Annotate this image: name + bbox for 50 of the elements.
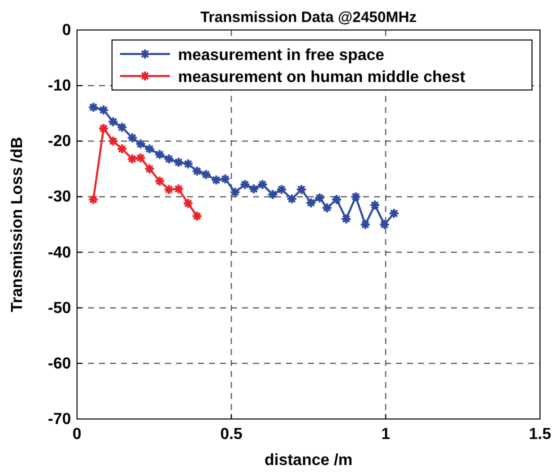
point (192, 166, 203, 177)
point (340, 213, 352, 224)
point (331, 194, 342, 205)
y-tick-label: -40 (48, 244, 72, 262)
point (135, 138, 146, 150)
point (144, 143, 156, 154)
point (200, 168, 212, 180)
point (98, 122, 110, 134)
point (88, 102, 99, 113)
x-tick-label: 0 (72, 426, 82, 443)
point (144, 163, 156, 174)
point (388, 208, 400, 219)
point (108, 136, 119, 147)
y-axis-title: Transmission Loss /dB (9, 136, 26, 312)
y-tick-label: -30 (48, 188, 72, 206)
point (98, 104, 110, 116)
legend-label: measurement on human middle chest (178, 69, 466, 86)
x-axis-title: distance /m (264, 452, 353, 469)
point (286, 193, 298, 204)
point (88, 194, 99, 205)
y-tick-label: -10 (48, 78, 72, 95)
point (154, 148, 166, 160)
point (192, 210, 203, 222)
point (182, 158, 194, 170)
y-tick-label: -70 (48, 411, 72, 428)
x-tick-label: 1.5 (528, 426, 552, 443)
x-tick-label: 0.5 (220, 426, 243, 443)
point (322, 202, 333, 214)
point (116, 122, 128, 133)
y-tick-label: -20 (48, 133, 72, 150)
point (230, 186, 241, 198)
point (126, 132, 138, 144)
point (173, 156, 184, 168)
point (154, 176, 166, 187)
chart-title: Transmission Data @2450MHz (200, 9, 417, 26)
point (350, 191, 362, 202)
y-tick-label: -50 (48, 300, 72, 317)
legend-label: measurement in free space (178, 47, 384, 64)
point (360, 219, 371, 230)
point (369, 200, 380, 211)
point (163, 153, 174, 164)
point (239, 178, 250, 190)
point (116, 143, 128, 154)
x-tick-label: 1 (381, 426, 390, 443)
point (108, 116, 119, 128)
point (182, 198, 194, 209)
y-tick-label: 0 (62, 22, 72, 39)
y-tick-label: -60 (48, 355, 72, 372)
point (296, 184, 307, 195)
point (378, 219, 390, 230)
